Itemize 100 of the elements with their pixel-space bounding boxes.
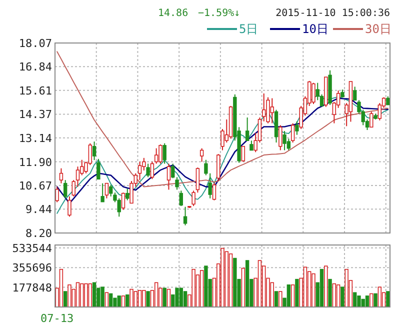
candlestick: [208, 172, 212, 199]
y-tick-label: 177848: [12, 281, 52, 294]
x-tick-label: 07-13: [40, 312, 74, 325]
legend-label: 10日: [302, 22, 328, 36]
bar: [100, 286, 104, 308]
candlestick: [150, 161, 154, 180]
bar: [162, 288, 166, 308]
candlestick: [179, 190, 183, 207]
candlestick: [175, 176, 179, 190]
bar: [332, 283, 336, 308]
candlestick: [245, 117, 250, 142]
candlestick: [55, 186, 59, 203]
candlestick: [278, 124, 282, 151]
bar: [142, 290, 146, 308]
legend-label: 30日: [365, 22, 392, 36]
bar: [324, 266, 328, 308]
candlestick: [100, 182, 104, 202]
text: −1.59%↓: [198, 8, 240, 19]
y-tick-label: 9.44: [26, 203, 52, 216]
bar: [146, 291, 150, 308]
bar: [59, 268, 64, 308]
y-tick-label: 18.07: [18, 37, 52, 50]
bar: [175, 288, 179, 308]
bar: [278, 291, 282, 308]
bar: [84, 283, 88, 308]
candlestick: [171, 163, 175, 179]
candlestick: [250, 140, 254, 151]
bar: [386, 291, 390, 308]
candlestick: [353, 86, 357, 101]
bar: [312, 273, 316, 308]
bar: [220, 248, 224, 308]
y-tick-label: 14.37: [18, 108, 52, 122]
bar: [258, 260, 262, 308]
candlestick: [166, 163, 171, 190]
bar: [200, 270, 204, 308]
bar: [303, 266, 308, 308]
bar: [340, 286, 344, 308]
candlestick: [154, 148, 158, 164]
bar: [357, 296, 361, 308]
bar: [130, 288, 134, 308]
candlestick: [138, 161, 142, 181]
bar: [224, 251, 228, 308]
y-tick-label: 355696: [12, 262, 52, 275]
bar: [183, 291, 188, 308]
candlestick: [204, 159, 208, 176]
bar: [204, 266, 208, 308]
candlestick: [92, 141, 96, 161]
candlestick: [212, 182, 216, 201]
bar: [134, 291, 138, 308]
candlestick: [241, 146, 246, 162]
bar: [92, 282, 96, 308]
bar: [113, 298, 117, 308]
bar: [68, 284, 72, 308]
bar: [138, 290, 142, 308]
bar: [80, 283, 84, 308]
candlestick: [295, 120, 299, 136]
bar: [320, 268, 324, 308]
bar: [328, 278, 332, 308]
bar: [192, 268, 196, 308]
y-tick-label: 10.67: [18, 179, 52, 192]
bar: [233, 258, 237, 308]
bar: [353, 292, 357, 308]
bar: [270, 282, 274, 308]
candlestick: [282, 130, 286, 151]
candlestick: [270, 98, 274, 124]
y-tick-label: 8.20: [26, 227, 52, 240]
candlestick: [126, 188, 130, 201]
y-tick-label: 13.14: [18, 132, 52, 145]
text: 2015-11-10 15:00:36: [276, 8, 390, 19]
bar: [274, 291, 278, 308]
bar: [290, 284, 295, 308]
candlestick: [146, 163, 150, 178]
candlestick: [121, 192, 126, 210]
y-tick-label: 16.84: [18, 60, 52, 74]
candlestick: [162, 142, 166, 164]
y-tick-label: 11.90: [18, 156, 52, 169]
bar: [295, 278, 299, 308]
candlestick: [286, 138, 291, 151]
legend-label: 5日: [239, 22, 258, 36]
bar: [241, 268, 246, 308]
candlestick: [158, 144, 162, 164]
bar: [76, 282, 80, 308]
bar: [344, 268, 348, 308]
candlestick: [59, 168, 64, 184]
bar: [166, 288, 171, 308]
bar: [63, 291, 68, 308]
candlestick: [108, 184, 113, 197]
bar: [378, 286, 382, 308]
candlestick: [104, 182, 109, 199]
candlestick: [290, 122, 295, 144]
candlestick: [183, 206, 188, 226]
candlestick: [216, 154, 220, 182]
y-tick-label: 15.61: [18, 84, 52, 98]
candlestick: [63, 180, 68, 199]
bar: [88, 283, 92, 308]
candlestick: [266, 96, 270, 124]
bar: [336, 284, 340, 308]
bar: [179, 288, 183, 308]
candlestick: [312, 82, 316, 105]
bar: [228, 253, 233, 308]
